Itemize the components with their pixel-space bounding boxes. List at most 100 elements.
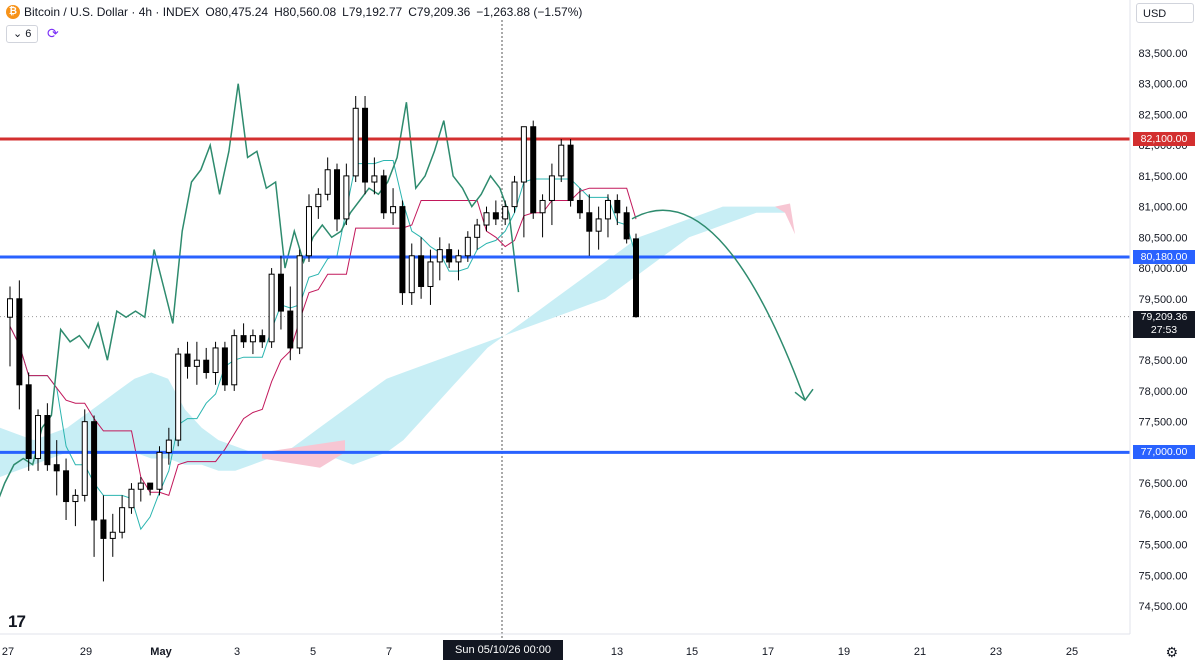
candle-body — [511, 181, 518, 208]
ohlc-high: H80,560.08 — [274, 5, 337, 19]
candle-body — [7, 298, 13, 318]
candle-body — [35, 415, 42, 460]
candle-body — [567, 144, 574, 201]
candle-body — [399, 206, 406, 294]
candle-body — [44, 415, 51, 466]
price-tick-label: 75,000.00 — [1139, 570, 1188, 582]
candle-body — [614, 199, 621, 214]
candle-body — [464, 236, 471, 257]
refresh-icon[interactable]: ⟳ — [47, 25, 59, 41]
symbol-title[interactable]: Bitcoin / U.S. Dollar · 4h · INDEX — [24, 5, 200, 19]
candle-body — [184, 353, 191, 367]
candle-body — [137, 482, 144, 490]
candle-body — [175, 353, 182, 441]
bitcoin-icon: ₿ — [6, 5, 20, 19]
tradingview-logo-icon[interactable]: 17 — [8, 612, 26, 631]
candle-body — [268, 273, 275, 343]
candle-body — [530, 126, 537, 214]
candle-body — [408, 255, 415, 294]
candle-body — [231, 335, 238, 386]
price-tick-label: 83,500.00 — [1139, 48, 1188, 60]
candle-body — [165, 439, 172, 453]
candle-body — [296, 255, 303, 349]
candle-body — [548, 175, 555, 201]
candle-body — [156, 451, 163, 490]
candle-body — [109, 531, 116, 539]
projection-arrow[interactable] — [631, 209, 814, 402]
candle-body — [25, 384, 32, 460]
candle-body — [362, 107, 369, 183]
gear-icon[interactable]: ⚙ — [1165, 644, 1178, 660]
price-tick-label: 78,500.00 — [1139, 355, 1188, 367]
candlesticks[interactable] — [7, 96, 639, 582]
candle-body — [63, 470, 70, 503]
price-tick-label: 79,500.00 — [1139, 294, 1188, 306]
ichimoku-cloud — [0, 203, 795, 477]
candle-body — [604, 199, 611, 220]
candle-body — [483, 212, 490, 226]
candle-body — [586, 212, 593, 232]
level-tag-support-lower: 77,000.00 — [1133, 445, 1195, 460]
price-tick-label: 82,500.00 — [1139, 109, 1188, 121]
candle-body — [221, 347, 228, 386]
chevron-down-icon: ⌄ — [13, 28, 23, 40]
candle-body — [324, 169, 331, 195]
cloud-bullish — [0, 206, 790, 477]
candle-body — [576, 199, 583, 214]
indicators-toggle[interactable]: ⌄ 6 — [6, 25, 39, 43]
base-line — [9, 187, 637, 497]
candle-body — [259, 335, 266, 343]
current-price-value: 79,209.36 — [1140, 311, 1188, 323]
candle-body — [595, 218, 602, 232]
candle-body — [212, 347, 219, 374]
price-change: −1,263.88 (−1.57%) — [476, 5, 583, 19]
candle-body — [343, 175, 350, 220]
currency-select[interactable]: USD — [1136, 3, 1194, 23]
symbol-header: ₿ Bitcoin / U.S. Dollar · 4h · INDEX O80… — [6, 5, 588, 19]
candle-body — [305, 206, 312, 257]
indicator-count: 6 — [25, 28, 32, 40]
bar-countdown: 27:53 — [1150, 324, 1178, 336]
candle-body — [380, 175, 387, 214]
current-price-tag: 79,209.36 27:53 — [1133, 311, 1195, 338]
candle-body — [128, 488, 135, 509]
candle-body — [446, 249, 453, 263]
candle-body — [147, 482, 154, 490]
time-tick-label: 21 — [914, 646, 926, 658]
ohlc-open: O80,475.24 — [205, 5, 269, 19]
time-tick-label: 29 — [80, 646, 92, 658]
time-tick-label: 17 — [762, 646, 774, 658]
time-tick-label: 3 — [234, 646, 240, 658]
time-tick-label: 5 — [310, 646, 316, 658]
candle-body — [558, 144, 565, 177]
candle-body — [436, 249, 443, 263]
time-tick-label: 13 — [611, 646, 623, 658]
level-tag-support-upper: 80,180.00 — [1133, 249, 1195, 264]
candle-body — [72, 494, 79, 503]
candle-body — [455, 255, 462, 263]
price-tick-label: 75,500.00 — [1139, 540, 1188, 552]
price-tick-label: 76,000.00 — [1139, 509, 1188, 521]
time-tick-label: 25 — [1066, 646, 1078, 658]
candle-body — [16, 298, 23, 386]
candle-body — [502, 206, 509, 220]
candle-body — [53, 464, 60, 472]
candle-body — [277, 273, 284, 312]
time-axis: 2729May35791113151719212325 — [0, 633, 1130, 658]
level-tag-resistance: 82,100.00 — [1133, 132, 1195, 147]
cloud-bearish-patch — [262, 440, 345, 468]
candle-body — [249, 335, 256, 343]
price-tick-label: 78,000.00 — [1139, 386, 1188, 398]
candle-body — [474, 224, 481, 238]
horizontal-levels[interactable] — [0, 137, 1130, 454]
candle-body — [390, 206, 397, 214]
time-tick-label: 15 — [686, 646, 698, 658]
arrow-head-icon — [794, 388, 814, 402]
price-tick-label: 76,500.00 — [1139, 478, 1188, 490]
candle-body — [334, 169, 341, 220]
candle-body — [520, 126, 527, 183]
price-tick-label: 81,000.00 — [1139, 202, 1188, 214]
candle-body — [287, 310, 294, 349]
time-tick-label: 27 — [2, 646, 14, 658]
